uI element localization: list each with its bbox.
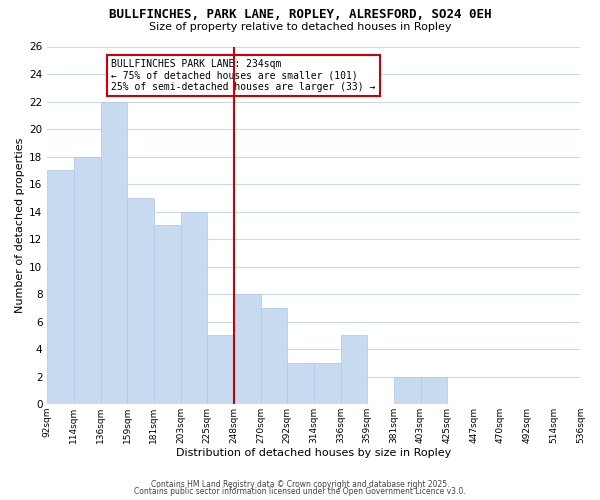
Y-axis label: Number of detached properties: Number of detached properties bbox=[15, 138, 25, 313]
Bar bbox=[234, 294, 260, 404]
X-axis label: Distribution of detached houses by size in Ropley: Distribution of detached houses by size … bbox=[176, 448, 452, 458]
Bar bbox=[421, 376, 447, 404]
Bar bbox=[47, 170, 74, 404]
Text: Contains HM Land Registry data © Crown copyright and database right 2025.: Contains HM Land Registry data © Crown c… bbox=[151, 480, 449, 489]
Bar bbox=[341, 336, 367, 404]
Bar bbox=[260, 308, 287, 404]
Bar bbox=[394, 376, 421, 404]
Bar bbox=[181, 212, 207, 404]
Bar bbox=[74, 156, 101, 404]
Bar bbox=[101, 102, 127, 404]
Bar bbox=[127, 198, 154, 404]
Text: Contains public sector information licensed under the Open Government Licence v3: Contains public sector information licen… bbox=[134, 487, 466, 496]
Text: BULLFINCHES PARK LANE: 234sqm
← 75% of detached houses are smaller (101)
25% of : BULLFINCHES PARK LANE: 234sqm ← 75% of d… bbox=[111, 59, 376, 92]
Bar bbox=[154, 226, 181, 404]
Bar bbox=[314, 363, 341, 404]
Text: BULLFINCHES, PARK LANE, ROPLEY, ALRESFORD, SO24 0EH: BULLFINCHES, PARK LANE, ROPLEY, ALRESFOR… bbox=[109, 8, 491, 20]
Text: Size of property relative to detached houses in Ropley: Size of property relative to detached ho… bbox=[149, 22, 451, 32]
Bar bbox=[207, 336, 234, 404]
Bar bbox=[287, 363, 314, 404]
